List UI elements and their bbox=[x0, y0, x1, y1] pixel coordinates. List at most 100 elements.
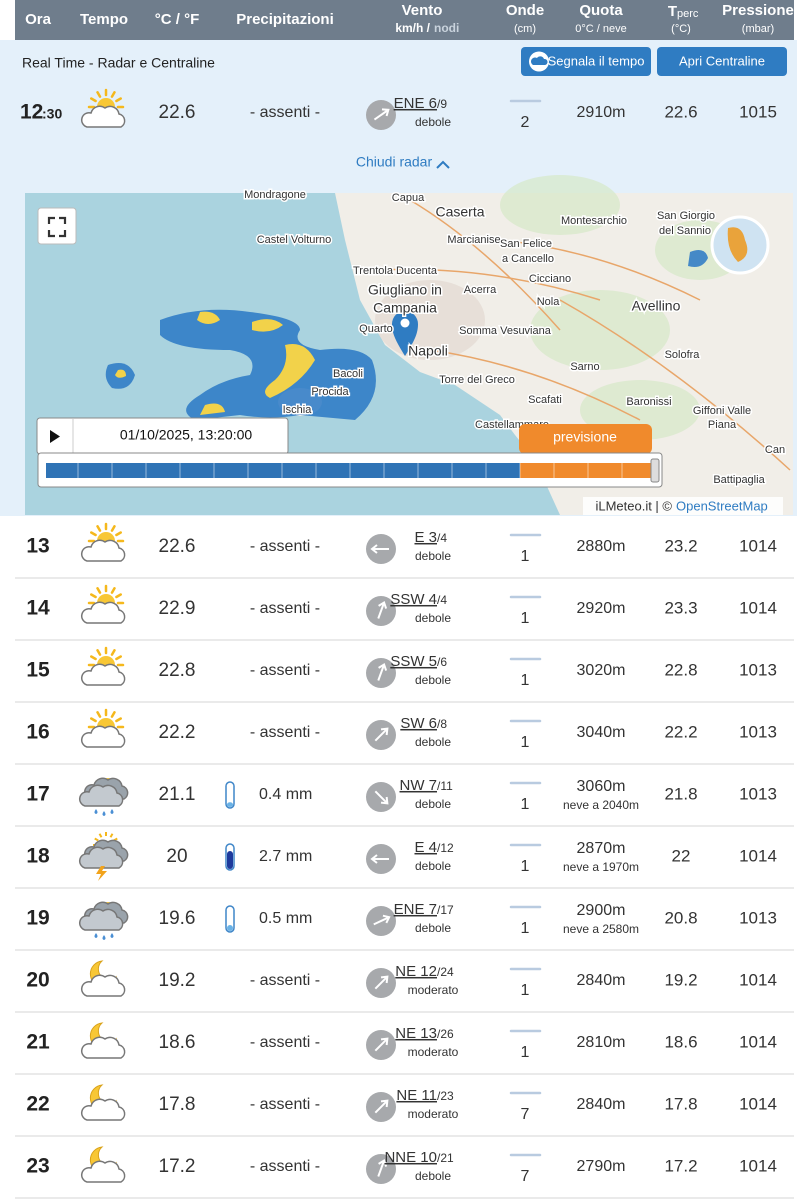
weather-icon bbox=[96, 525, 102, 532]
weather-icon bbox=[81, 1098, 126, 1121]
wind-knots: /24 bbox=[437, 965, 454, 979]
freezing-level: 2900m bbox=[577, 902, 626, 919]
rain-gauge-fill bbox=[227, 925, 233, 931]
fullscreen-button[interactable] bbox=[37, 207, 77, 245]
weather-icon bbox=[110, 933, 114, 938]
weather-icon bbox=[79, 846, 124, 869]
weather-icon bbox=[102, 811, 106, 816]
wind-speed: E 3 bbox=[414, 529, 437, 546]
map-label: Torre del Greco bbox=[439, 374, 515, 386]
hour: 19 bbox=[26, 907, 49, 930]
header-sublabel: 0°C / neve bbox=[575, 23, 626, 35]
wind-strength: debole bbox=[415, 735, 451, 749]
perceived-temperature: 22 bbox=[672, 846, 691, 865]
weather-icon bbox=[81, 1036, 126, 1059]
temperature: 22.9 bbox=[159, 598, 196, 619]
map-label: Solofra bbox=[665, 349, 701, 361]
weather-icon bbox=[81, 539, 126, 562]
radar-echo bbox=[160, 309, 376, 420]
header-sublabel: (mbar) bbox=[742, 23, 774, 35]
button-label[interactable]: Segnala il tempo bbox=[548, 53, 645, 68]
map-label: Acerra bbox=[464, 284, 497, 296]
rain-gauge bbox=[225, 905, 235, 933]
wind-arrow bbox=[377, 665, 385, 681]
map-label: Campania bbox=[373, 300, 437, 316]
waves: 1 bbox=[521, 734, 530, 751]
weather-icon bbox=[90, 593, 97, 599]
perceived-temperature: 19.2 bbox=[664, 970, 697, 989]
pressure: 1014 bbox=[739, 970, 777, 989]
wind-arrow bbox=[374, 790, 388, 804]
map-road bbox=[379, 268, 601, 301]
wind-strength: debole bbox=[415, 673, 451, 687]
wind-speed: SSW 5 bbox=[390, 653, 437, 670]
wind-arrow bbox=[377, 603, 385, 619]
weather-icon bbox=[110, 91, 116, 98]
weather-icon bbox=[102, 935, 106, 940]
wind-knots: /12 bbox=[437, 841, 454, 855]
timeline-future[interactable] bbox=[520, 463, 652, 478]
wind-arrow bbox=[370, 544, 389, 554]
wind-arrow bbox=[373, 108, 390, 121]
temperature: 22.6 bbox=[159, 536, 196, 557]
timestamp: 01/10/2025, 13:20:00 bbox=[120, 427, 253, 443]
wind-knots: /4 bbox=[437, 531, 447, 545]
wind-knots: /23 bbox=[437, 1089, 454, 1103]
button[interactable] bbox=[521, 47, 651, 76]
header-label: Onde bbox=[506, 2, 544, 19]
attribution-link[interactable]: OpenStreetMap bbox=[676, 498, 768, 513]
map-label: San Felice bbox=[500, 238, 552, 250]
map-marker-dot bbox=[400, 318, 410, 328]
weather-icon bbox=[115, 717, 122, 723]
map-label: Can bbox=[765, 444, 785, 456]
realtime-title: Real Time - Radar e Centraline bbox=[22, 55, 215, 71]
map-label: Sarno bbox=[570, 361, 599, 373]
wind-arrow bbox=[370, 854, 378, 864]
weather-icon bbox=[90, 717, 97, 723]
map-label: Marcianise bbox=[447, 234, 500, 246]
waves: 1 bbox=[521, 1044, 530, 1061]
wind-knots: /17 bbox=[437, 903, 454, 917]
temperature: 17.8 bbox=[159, 1094, 196, 1115]
rain-gauge-fill bbox=[227, 851, 233, 869]
button[interactable] bbox=[657, 47, 787, 76]
waves: 7 bbox=[521, 1168, 530, 1185]
wind-arrow bbox=[377, 1161, 385, 1177]
freezing-level: 2810m bbox=[577, 1034, 626, 1051]
play-button[interactable] bbox=[50, 430, 60, 443]
precipitation: - assenti - bbox=[250, 662, 320, 679]
wind-arrow bbox=[374, 1099, 389, 1114]
weather-icon bbox=[81, 1160, 126, 1183]
wind-arrow bbox=[380, 1037, 389, 1046]
weather-icon bbox=[79, 908, 124, 931]
wind-arrow bbox=[370, 854, 389, 864]
perceived-temperature: 23.3 bbox=[664, 598, 697, 617]
map-label: Trentola Ducenta bbox=[353, 265, 438, 277]
freezing-level: 2870m bbox=[577, 840, 626, 857]
wind-knots: /26 bbox=[437, 1027, 454, 1041]
perceived-temperature: 22.6 bbox=[664, 102, 697, 121]
freezing-level: 3020m bbox=[577, 662, 626, 679]
map-label: Baronissi bbox=[626, 396, 671, 408]
pressure: 1013 bbox=[739, 722, 777, 741]
timeline-handle[interactable] bbox=[650, 458, 660, 483]
map-label: a Cancello bbox=[502, 253, 554, 265]
precipitation: - assenti - bbox=[250, 104, 320, 121]
button-label[interactable]: Apri Centraline bbox=[679, 53, 765, 68]
map-label: Giugliano in bbox=[368, 282, 442, 298]
wind-arrow bbox=[380, 1099, 389, 1108]
wind-knots: /8 bbox=[437, 717, 447, 731]
wind-arrow bbox=[374, 975, 389, 990]
radar-toggle[interactable]: Chiudi radar bbox=[356, 154, 433, 170]
header-sublabel: km/h / bbox=[395, 21, 430, 35]
waves: 1 bbox=[521, 610, 530, 627]
weather-icon bbox=[90, 531, 97, 537]
map-label: Cicciano bbox=[529, 273, 571, 285]
timeline-past[interactable] bbox=[46, 463, 520, 478]
wind-arrow bbox=[374, 1037, 389, 1052]
hour: 20 bbox=[26, 969, 49, 992]
snow-level: neve a 2040m bbox=[563, 798, 639, 812]
wind-speed: SW 6 bbox=[400, 715, 437, 732]
wind-knots: /21 bbox=[437, 1151, 454, 1165]
hour: 13 bbox=[26, 535, 49, 558]
